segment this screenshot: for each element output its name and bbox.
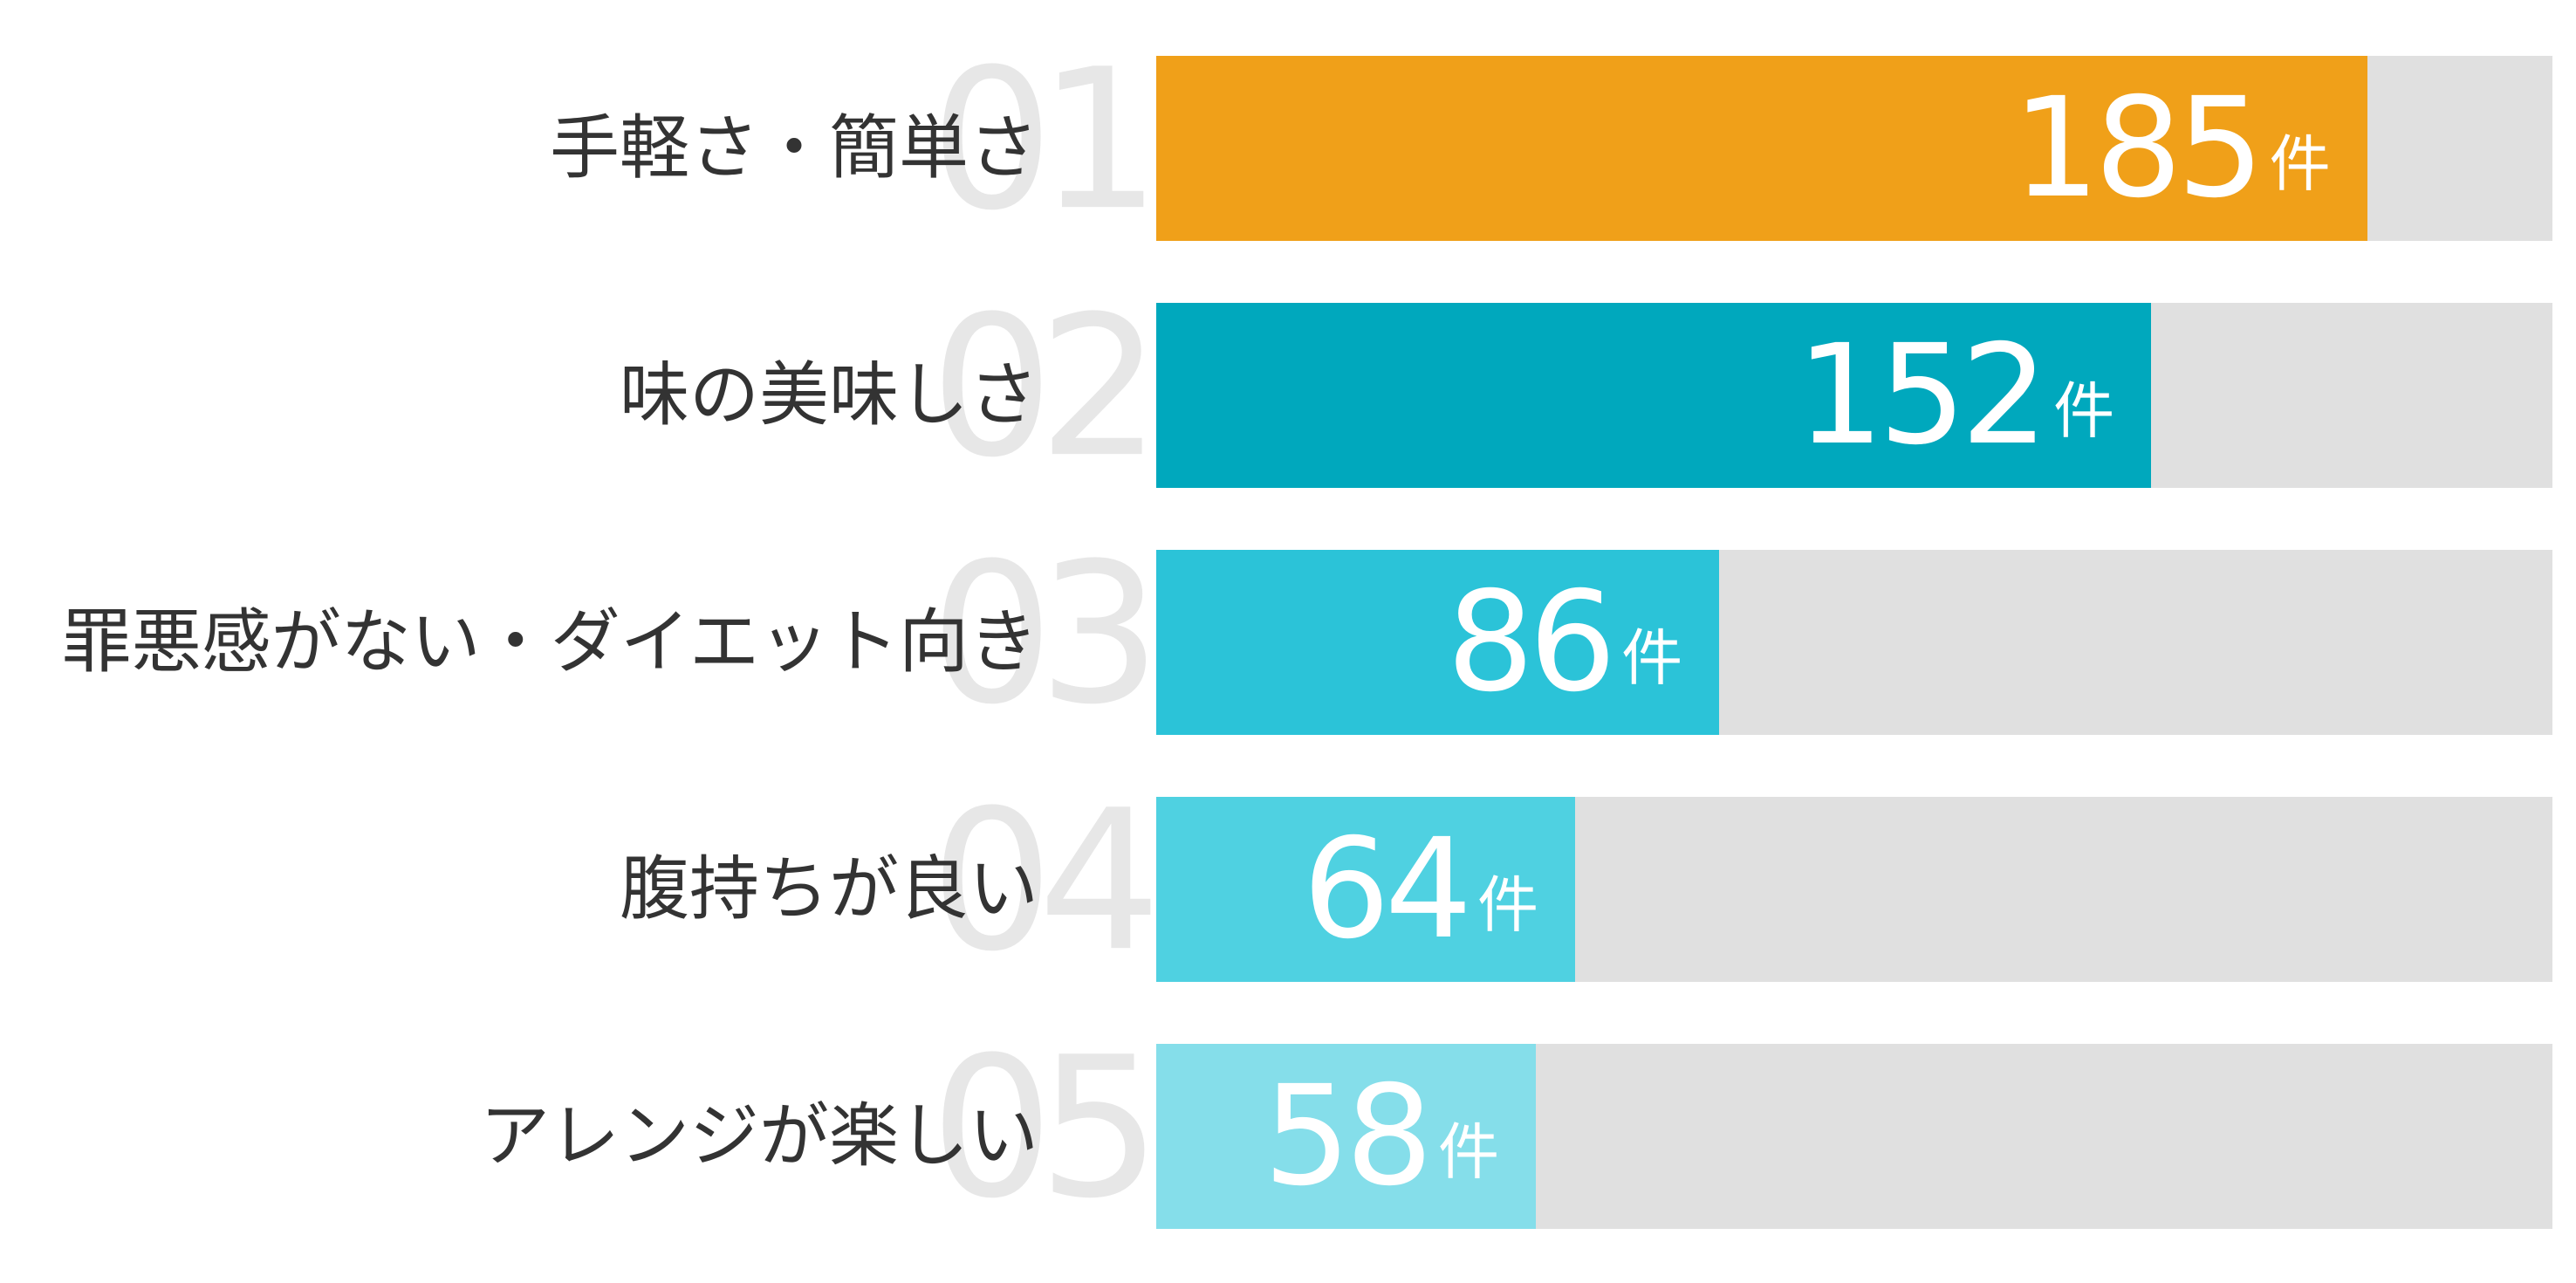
category-label: 手軽さ・簡単さ [550,107,1038,189]
bar-track: 86 件 [1156,550,2552,735]
chart-row: 05 アレンジが楽しい 58 件 [0,1032,2576,1229]
value-unit: 件 [1438,1116,1500,1188]
bar-fill: 58 件 [1156,1044,1537,1229]
value-label: 185 [2012,68,2264,229]
rank-number: 05 [930,1016,1161,1242]
chart-row: 02 味の美味しさ 152 件 [0,291,2576,488]
value-label: 58 [1263,1056,1434,1217]
bar-track: 64 件 [1156,797,2552,982]
value-unit: 件 [1477,869,1538,941]
bar-track: 58 件 [1156,1044,2552,1229]
chart-row: 04 腹持ちが良い 64 件 [0,785,2576,982]
bar-fill: 185 件 [1156,56,2367,241]
category-label: アレンジが楽しい [480,1095,1038,1177]
chart-row: 01 手軽さ・簡単さ 185 件 [0,44,2576,241]
rank-number: 03 [930,522,1161,748]
bar-fill: 152 件 [1156,303,2152,488]
rank-number: 04 [930,769,1161,995]
category-label: 味の美味しさ [620,354,1038,436]
bar-track: 152 件 [1156,303,2552,488]
category-label: 腹持ちが良い [620,848,1038,930]
value-unit: 件 [1621,622,1683,694]
bar-track: 185 件 [1156,56,2552,241]
value-unit: 件 [2269,128,2331,200]
value-label: 86 [1446,562,1617,723]
rank-number: 02 [930,275,1161,501]
rank-number: 01 [930,28,1161,254]
value-label: 152 [1796,315,2049,476]
bar-fill: 86 件 [1156,550,1720,735]
bar-fill: 64 件 [1156,797,1575,982]
value-unit: 件 [2053,375,2115,447]
chart-row: 03 罪悪感がない・ダイエット向き 86 件 [0,538,2576,735]
value-label: 64 [1302,809,1473,970]
category-label: 罪悪感がない・ダイエット向き [61,601,1038,683]
